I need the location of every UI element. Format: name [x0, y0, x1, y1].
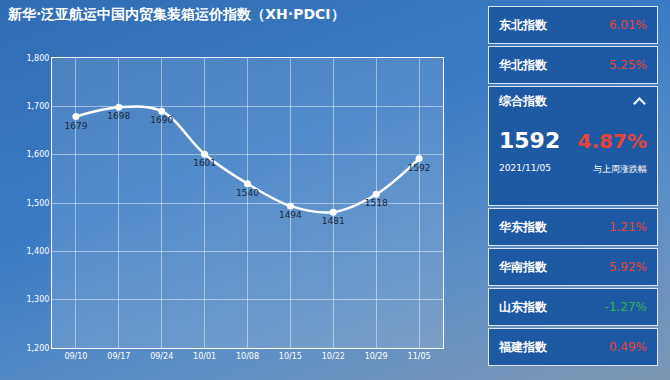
svg-text:10/01: 10/01 — [193, 352, 216, 361]
svg-text:10/22: 10/22 — [322, 352, 345, 361]
svg-text:1679: 1679 — [64, 121, 87, 131]
svg-text:1540: 1540 — [236, 188, 259, 198]
svg-text:1,500: 1,500 — [26, 199, 49, 208]
html-text:东北指数: 东北指数 — [499, 17, 547, 32]
svg-text:1690: 1690 — [150, 115, 173, 125]
svg-text:1481: 1481 — [322, 216, 345, 226]
html-text:0.49%: 0.49% — [608, 340, 647, 354]
html-text:5.25%: 5.25% — [608, 58, 647, 72]
html-text:-1.27%: -1.27% — [604, 300, 647, 314]
html-text:5.92%: 5.92% — [608, 260, 647, 274]
svg-text:09/10: 09/10 — [64, 352, 87, 361]
svg-text:1698: 1698 — [107, 111, 130, 121]
html-text:6.01%: 6.01% — [608, 18, 647, 32]
svg-text:1,600: 1,600 — [26, 150, 49, 159]
html-text:华南指数: 华南指数 — [499, 259, 547, 274]
svg-text:10/15: 10/15 — [279, 352, 302, 361]
html-text:4.87%: 4.87% — [577, 129, 647, 153]
html-text:福建指数: 福建指数 — [499, 339, 547, 354]
svg-text:1,400: 1,400 — [26, 247, 49, 256]
html-text:1592: 1592 — [499, 128, 561, 153]
html-text:综合指数: 综合指数 — [499, 94, 547, 108]
svg-text:1,200: 1,200 — [26, 344, 49, 353]
html-text:华北指数: 华北指数 — [499, 57, 547, 72]
html-text:华东指数: 华东指数 — [499, 219, 547, 234]
html-text:山东指数: 山东指数 — [499, 299, 547, 314]
html-text:1.21%: 1.21% — [608, 220, 647, 234]
svg-text:1601: 1601 — [193, 158, 216, 168]
svg-text:1518: 1518 — [365, 198, 388, 208]
svg-text:1,700: 1,700 — [26, 102, 49, 111]
svg-text:1592: 1592 — [408, 163, 431, 173]
svg-text:1,300: 1,300 — [26, 295, 49, 304]
html-text:新华·泛亚航运中国内贸集装箱运价指数（XH·PDCI）: 新华·泛亚航运中国内贸集装箱运价指数（XH·PDCI） — [8, 6, 345, 22]
svg-text:1494: 1494 — [279, 210, 302, 220]
svg-text:09/24: 09/24 — [150, 352, 173, 361]
svg-text:10/29: 10/29 — [365, 352, 388, 361]
html-text:2021/11/05: 2021/11/05 — [499, 163, 551, 173]
svg-text:09/17: 09/17 — [107, 352, 130, 361]
svg-text:1,800: 1,800 — [26, 54, 49, 63]
svg-text:10/08: 10/08 — [236, 352, 259, 361]
html-text:与上周涨跌幅: 与上周涨跌幅 — [593, 164, 647, 174]
svg-text:11/05: 11/05 — [408, 352, 431, 361]
